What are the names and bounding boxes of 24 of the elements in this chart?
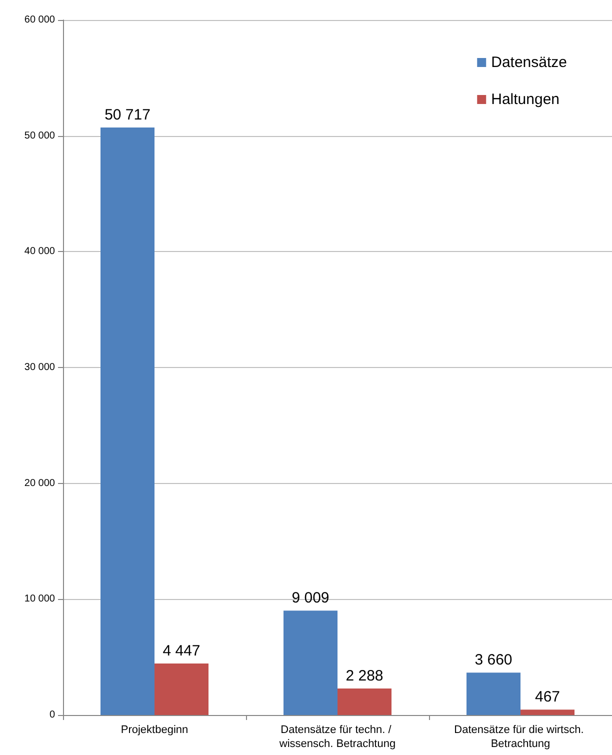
data-label: 9 009: [292, 590, 330, 607]
legend-label: Haltungen: [491, 91, 560, 108]
data-label: 4 447: [162, 642, 200, 660]
x-tick-label: Datensätze für die wirtsch. Betrachtung: [454, 724, 587, 750]
bar: [154, 663, 208, 715]
data-label: 2 288: [346, 667, 384, 684]
bar: [466, 672, 520, 715]
x-tick-label: Datensätze für techn. / wissensch. Betrachtung: [278, 724, 396, 750]
x-tick-label: Projektbeginn: [120, 724, 188, 736]
bar: [520, 710, 574, 715]
legend-label: Datensätze: [491, 54, 568, 71]
y-tick-label: 40 000: [24, 246, 56, 258]
y-tick-label: 60 000: [24, 14, 56, 26]
bar: [100, 128, 154, 715]
bar: [338, 688, 392, 715]
data-label: 3 660: [474, 652, 512, 669]
data-label: 50 717: [104, 106, 150, 124]
data-label: 467: [534, 688, 560, 706]
y-tick-label: 30 000: [24, 362, 56, 373]
y-tick-label: 20 000: [24, 478, 56, 489]
y-tick-label: 0: [49, 710, 56, 720]
y-tick-label: 10 000: [24, 594, 56, 605]
bar: [284, 610, 338, 715]
y-tick-label: 50 000: [24, 130, 56, 142]
